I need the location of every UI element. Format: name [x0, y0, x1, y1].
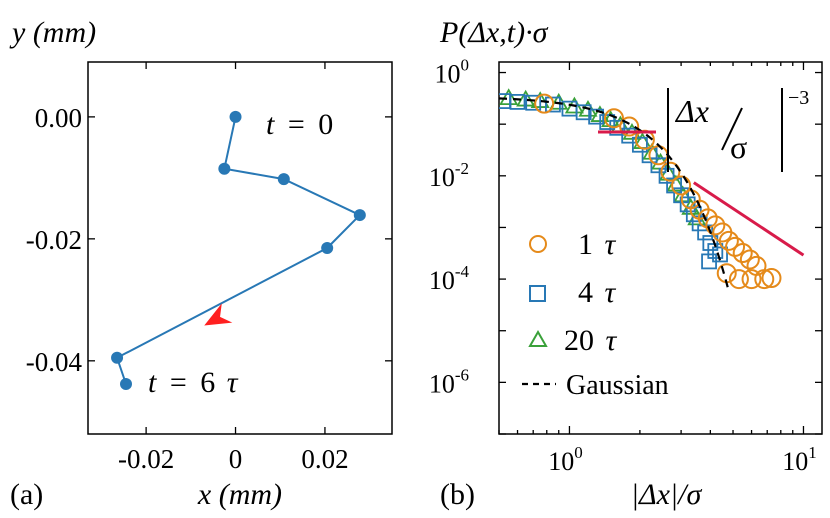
marker-1tau	[754, 269, 775, 290]
panel-b: P(Δx,t)·σ 100 101 100 10-2 10-4 10-6 Δx σ −3	[429, 16, 823, 511]
b-xtick-label: 101	[782, 443, 817, 476]
trajectory-point	[321, 242, 334, 254]
marker-1tau	[739, 249, 760, 270]
panel-b-xlabel: |Δx|/σ	[631, 478, 703, 511]
b-ytick-label: 10-4	[429, 262, 470, 295]
b-xtick-label: 100	[548, 443, 583, 476]
marker-4tau	[702, 235, 719, 251]
series-legend: 1 τ 4 τ 20 τ Gaussian	[522, 228, 669, 401]
annotation-end: t = 6 τ	[148, 366, 239, 399]
panel-a-xticks: -0.02 0 0.02	[118, 62, 349, 474]
panel-b-frame	[498, 61, 823, 435]
marker-1tau	[705, 215, 726, 236]
b-ytick-label: 100	[435, 56, 470, 89]
trajectory-point	[277, 173, 290, 186]
marker-4tau	[697, 224, 714, 241]
marker-1tau	[741, 269, 762, 290]
marker-4tau	[588, 108, 605, 125]
legend-numerator: Δx	[674, 93, 709, 129]
trajectory-point	[120, 377, 132, 390]
a-ytick-label: 0.00	[35, 103, 82, 133]
panel-b-xticks: 100 101	[498, 62, 817, 476]
legend-label-4tau: 4 τ	[578, 276, 617, 309]
marker-20tau	[499, 88, 519, 105]
fraction-slash	[721, 107, 743, 151]
panel-b-tag: (b)	[440, 478, 475, 511]
trajectory-point	[218, 162, 231, 175]
marker-4tau	[545, 96, 561, 113]
a-xtick-label: 0.02	[301, 444, 348, 474]
legend-marker-1tau	[529, 235, 547, 253]
panel-b-markers	[499, 88, 782, 290]
panel-a-frame	[87, 61, 393, 435]
marker-1tau	[728, 269, 749, 290]
marker-1tau	[603, 108, 624, 129]
marker-4tau	[712, 246, 728, 263]
legend-marker-20tau	[528, 329, 548, 347]
a-ytick-label: -0.04	[26, 347, 83, 377]
panel-b-yticks: 100 10-2 10-4 10-6	[429, 56, 822, 435]
marker-1tau	[619, 116, 640, 137]
marker-1tau	[660, 161, 681, 182]
trajectory-point	[229, 110, 242, 123]
legend-label-1tau: 1 τ	[578, 228, 617, 261]
marker-4tau	[599, 114, 616, 130]
power-law-legend: Δx σ −3	[598, 87, 809, 172]
trajectory-point	[353, 209, 366, 222]
panel-b-ylabel: P(Δx,t)·σ	[439, 16, 549, 49]
b-ytick-label: 10-2	[429, 159, 469, 192]
legend-label-20tau: 20 τ	[564, 324, 618, 357]
a-ytick-label: -0.02	[26, 225, 82, 255]
marker-4tau	[509, 94, 526, 110]
marker-1tau	[534, 93, 555, 114]
panel-a-yticks: 0.00 -0.02 -0.04	[26, 103, 392, 377]
trajectory-point	[111, 351, 124, 364]
legend-exponent: −3	[788, 87, 809, 109]
panel-a-ylabel: y (mm)	[9, 16, 96, 49]
panel-a: y (mm) -0.02 0 0.02 0.00 -0.02 -0.04 t = 0 t…	[9, 16, 393, 511]
panel-a-xlabel: x (mm)	[197, 478, 282, 511]
direction-arrow	[204, 303, 233, 326]
marker-1tau	[732, 243, 753, 264]
marker-1tau	[671, 175, 692, 196]
b-ytick-label: 10-6	[429, 365, 469, 398]
legend-denominator: σ	[730, 129, 747, 165]
marker-4tau	[575, 104, 592, 121]
marker-1tau	[761, 267, 782, 288]
legend-marker-4tau	[529, 285, 546, 302]
a-xtick-label: 0	[229, 444, 243, 474]
trajectory-points	[111, 110, 366, 390]
legend-gaussian-label: Gaussian	[566, 370, 669, 401]
marker-4tau	[525, 94, 542, 111]
marker-1tau	[718, 230, 739, 251]
power-law-line	[692, 181, 805, 257]
a-xtick-label: -0.02	[118, 444, 174, 474]
gaussian-curve	[499, 97, 730, 292]
panel-a-tag: (a)	[10, 478, 43, 511]
marker-4tau	[631, 136, 648, 153]
annotation-start: t = 0	[266, 108, 333, 141]
